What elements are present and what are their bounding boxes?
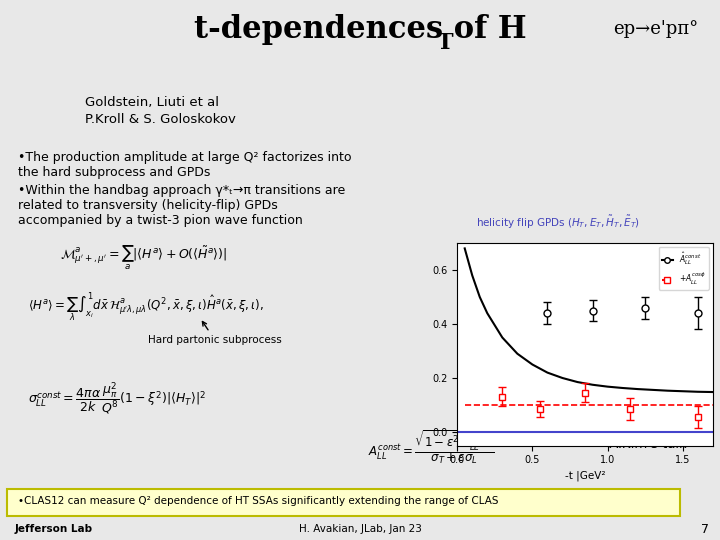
- Text: A.Kim's talk: A.Kim's talk: [610, 438, 688, 451]
- FancyBboxPatch shape: [7, 489, 680, 516]
- Text: 7: 7: [701, 523, 709, 536]
- Text: •The production amplitude at large Q² factorizes into: •The production amplitude at large Q² fa…: [18, 151, 351, 164]
- Text: $\mathcal{M}^a_{\mu^{\prime}+,\mu^{\prime}} = \sum_a |\langle H^a \rangle + O(\l: $\mathcal{M}^a_{\mu^{\prime}+,\mu^{\prim…: [60, 244, 228, 272]
- Text: •Within the handbag approach γ*ₜ→π transitions are: •Within the handbag approach γ*ₜ→π trans…: [18, 184, 346, 197]
- Text: P.Kroll & S. Goloskokov: P.Kroll & S. Goloskokov: [85, 113, 236, 126]
- Text: $\sigma^{const}_{LL} = \dfrac{4\pi\alpha}{2k}\dfrac{\mu^2_\pi}{Q^8}(1-\xi^2)|\la: $\sigma^{const}_{LL} = \dfrac{4\pi\alpha…: [28, 381, 206, 417]
- Text: helicity flip GPDs $(H_T, E_T, \tilde{H}_T, \tilde{E}_T)$: helicity flip GPDs $(H_T, E_T, \tilde{H}…: [476, 214, 640, 231]
- Text: the hard subprocess and GPDs: the hard subprocess and GPDs: [18, 166, 210, 179]
- X-axis label: -t |GeV²: -t |GeV²: [564, 471, 606, 481]
- Text: Goldstein, Liuti et al: Goldstein, Liuti et al: [85, 96, 219, 109]
- Text: $\langle H^a \rangle = \sum_\lambda \int_{x_i}^1 d\bar{x}\, \mathcal{H}^a_{\mu^{: $\langle H^a \rangle = \sum_\lambda \int…: [28, 291, 264, 325]
- Text: $A^{const}_{LL} = \dfrac{\sqrt{1-\epsilon^2}\,\sigma^{const}_{LL}}{\sigma_T + \e: $A^{const}_{LL} = \dfrac{\sqrt{1-\epsilo…: [368, 428, 495, 466]
- Text: t-dependences of H: t-dependences of H: [194, 14, 526, 45]
- Text: H. Avakian, JLab, Jan 23: H. Avakian, JLab, Jan 23: [299, 524, 421, 534]
- Text: •CLAS12 can measure Q² dependence of HT SSAs significantly extending the range o: •CLAS12 can measure Q² dependence of HT …: [18, 496, 498, 506]
- Text: related to transversity (helicity-flip) GPDs: related to transversity (helicity-flip) …: [18, 199, 278, 212]
- Text: ep→e'pπ°: ep→e'pπ°: [613, 20, 698, 38]
- Text: T: T: [436, 32, 453, 54]
- Text: Jefferson Lab: Jefferson Lab: [14, 524, 93, 534]
- Text: Hard partonic subprocess: Hard partonic subprocess: [148, 321, 282, 345]
- Legend: $\hat{A}^{const}_{LL}$, $+A^{cos\phi}_{LL}$: $\hat{A}^{const}_{LL}$, $+A^{cos\phi}_{L…: [659, 247, 709, 290]
- Text: accompanied by a twist-3 pion wave function: accompanied by a twist-3 pion wave funct…: [18, 214, 302, 227]
